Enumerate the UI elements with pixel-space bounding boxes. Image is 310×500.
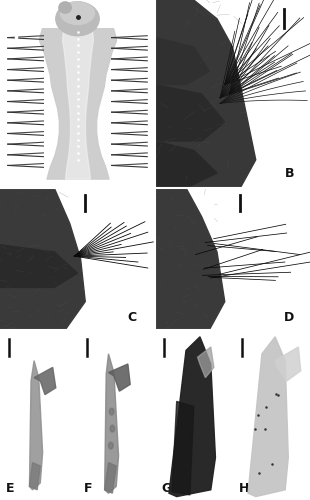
Polygon shape — [198, 347, 214, 378]
Polygon shape — [248, 337, 288, 496]
Text: B: B — [285, 168, 294, 180]
Polygon shape — [169, 337, 215, 496]
Polygon shape — [108, 364, 130, 391]
Polygon shape — [0, 188, 85, 330]
Ellipse shape — [60, 2, 95, 24]
Ellipse shape — [108, 442, 113, 449]
Ellipse shape — [59, 2, 71, 13]
Text: C: C — [127, 312, 136, 324]
Polygon shape — [34, 368, 56, 394]
Polygon shape — [105, 462, 116, 493]
Text: H: H — [239, 482, 249, 495]
Polygon shape — [155, 38, 209, 84]
Polygon shape — [172, 402, 194, 495]
Polygon shape — [155, 0, 256, 188]
Polygon shape — [155, 141, 217, 188]
Ellipse shape — [110, 425, 115, 432]
Text: A: A — [11, 168, 20, 180]
Polygon shape — [105, 354, 118, 493]
Polygon shape — [155, 188, 225, 330]
Polygon shape — [29, 360, 43, 490]
Text: D: D — [284, 312, 294, 324]
Ellipse shape — [109, 408, 114, 415]
Text: F: F — [84, 482, 92, 495]
Polygon shape — [0, 245, 78, 288]
Text: E: E — [6, 482, 15, 495]
Polygon shape — [275, 347, 301, 381]
Text: G: G — [161, 482, 171, 495]
Polygon shape — [155, 84, 225, 141]
Polygon shape — [29, 462, 40, 490]
Ellipse shape — [56, 2, 99, 35]
